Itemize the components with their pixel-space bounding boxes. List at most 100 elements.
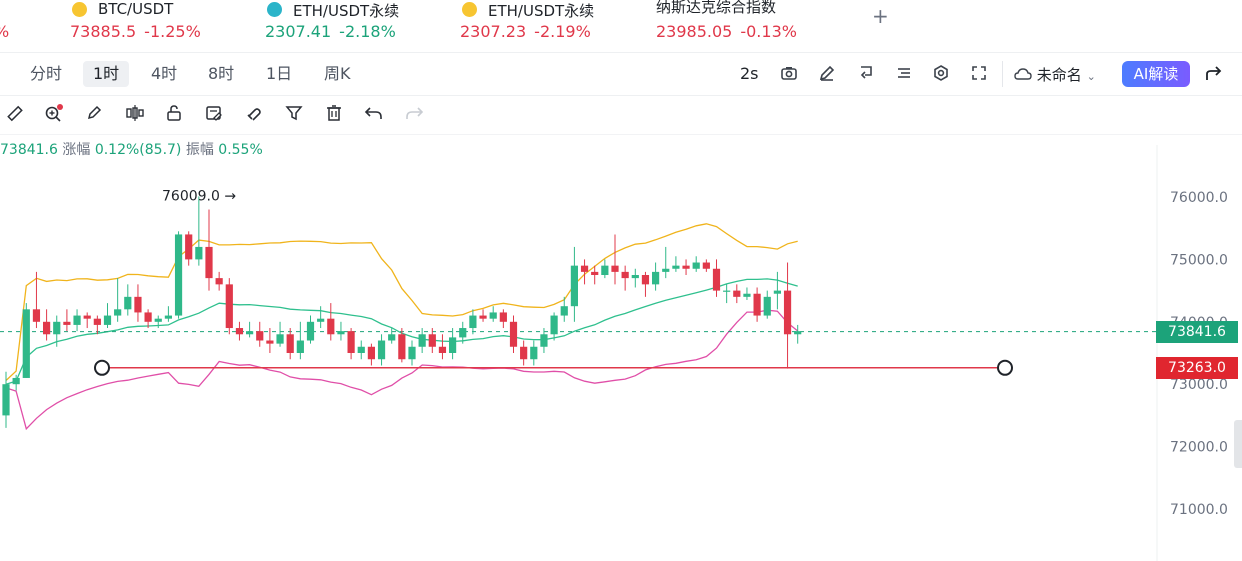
line-endpoint-handle — [94, 359, 110, 376]
candle-body — [611, 265, 619, 272]
candle-body — [591, 271, 599, 275]
candle-body — [53, 321, 61, 335]
candle-body — [195, 246, 203, 260]
candle-body — [520, 346, 528, 360]
candle-style-icon[interactable] — [124, 104, 146, 126]
candle-body — [479, 315, 487, 319]
ticker-change: -2.19% — [534, 22, 591, 41]
candle-body — [185, 234, 193, 260]
scroll-handle[interactable] — [1234, 420, 1242, 468]
candle-body — [296, 340, 304, 353]
brush-icon[interactable] — [83, 104, 105, 126]
candle-body — [621, 271, 629, 279]
ticker-item-eth-perp[interactable]: ETH/USDT永续 2307.41 -2.18% — [265, 0, 435, 50]
ticker-price: 73885.5 — [70, 22, 137, 41]
candle-body — [266, 340, 274, 344]
candle-body — [530, 346, 538, 360]
candle-body — [174, 234, 183, 316]
lock-icon[interactable] — [163, 104, 185, 126]
candle-body — [550, 315, 558, 335]
candle-body — [12, 377, 20, 385]
candle-body — [398, 334, 406, 360]
eth-coin-icon — [462, 2, 477, 17]
edit-icon[interactable] — [817, 64, 837, 84]
ticker-name: ETH/USDT永续 — [293, 2, 400, 20]
candle-body — [347, 331, 355, 353]
candle-body — [276, 334, 284, 344]
candle-body — [225, 284, 233, 329]
undo-icon[interactable] — [363, 104, 385, 126]
last-price: 73841.6 — [0, 142, 58, 158]
candle-body — [164, 315, 172, 319]
candle-body — [499, 312, 507, 322]
y-tick-label: 72000.0 — [1170, 440, 1228, 456]
ticker-item-btc[interactable]: BTC/USDT 73885.5 -1.25% — [70, 0, 230, 50]
magnet-icon[interactable] — [243, 104, 265, 126]
candle-body — [794, 331, 802, 335]
candle-body — [32, 309, 41, 322]
tab-timeframe-8h[interactable]: 8时 — [208, 64, 235, 83]
zoom-icon[interactable] — [43, 104, 65, 126]
drawing-toolbar — [0, 96, 1242, 135]
candle-body — [215, 278, 223, 285]
settings-icon[interactable] — [931, 64, 951, 84]
eth-coin-icon — [267, 2, 282, 17]
candle-body — [743, 293, 751, 297]
candle-body — [43, 321, 51, 335]
refresh-interval[interactable]: 2s — [740, 64, 759, 83]
candle-body — [134, 296, 142, 313]
trash-icon[interactable] — [323, 104, 345, 126]
replay-icon[interactable] — [856, 64, 876, 84]
ticker-change: -2.18% — [339, 22, 396, 41]
candlestick-chart[interactable]: 76000.075000.074000.073000.072000.071000… — [0, 145, 1242, 561]
tab-timeframe-4h[interactable]: 4时 — [151, 64, 178, 83]
candle-body — [702, 262, 710, 269]
candle-body — [459, 328, 467, 338]
candle-body — [246, 331, 254, 335]
y-tick-label: 73000.0 — [1170, 377, 1228, 393]
tab-timeframe-week[interactable]: 周K — [324, 64, 351, 83]
ticker-change: % — [0, 22, 9, 41]
amplitude-label: 振幅 — [185, 142, 214, 158]
ticker-item-eth-perp-2[interactable]: ETH/USDT永续 2307.23 -2.19% — [460, 0, 630, 50]
ai-interpret-button[interactable]: AI解读 — [1122, 61, 1190, 87]
candle-body — [672, 265, 680, 269]
share-icon[interactable] — [1204, 64, 1224, 84]
upper-band-line — [5, 223, 798, 381]
ticker-name: ETH/USDT永续 — [488, 2, 595, 20]
candle-body — [286, 334, 294, 353]
candle-body — [114, 309, 122, 316]
toolbar-divider — [1002, 61, 1003, 87]
candle-body — [682, 265, 690, 269]
template-selector[interactable]: 未命名 ⌄ — [1014, 64, 1096, 84]
high-price-annotation: 76009.0 → — [162, 188, 236, 204]
candle-body — [489, 312, 497, 319]
note-icon[interactable] — [203, 104, 225, 126]
ticker-change: -0.13% — [740, 22, 797, 41]
ticker-item-nasdaq[interactable]: 纳斯达克综合指数 23985.05 -0.13% — [656, 0, 836, 50]
timeframe-bar: 分时 1时 4时 8时 1日 周K 2s 未命名 ⌄ AI解读 — [0, 53, 1242, 96]
candle-body — [357, 346, 365, 353]
candle-body — [306, 321, 315, 341]
candle-body — [408, 346, 416, 360]
ticker-name: BTC/USDT — [98, 0, 174, 18]
tab-timeframe-1d[interactable]: 1日 — [266, 64, 293, 83]
candle-body — [73, 315, 81, 325]
candle-body — [256, 331, 264, 341]
add-ticker-icon[interactable]: + — [872, 4, 889, 28]
cloud-icon — [1014, 68, 1032, 80]
tab-timeframe-1h[interactable]: 1时 — [83, 61, 130, 87]
indicator-list-icon[interactable] — [894, 64, 914, 84]
candle-body — [327, 318, 335, 335]
ruler-icon[interactable] — [4, 104, 26, 126]
filter-icon[interactable] — [283, 104, 305, 126]
candle-body — [22, 309, 30, 378]
candle-body — [631, 275, 639, 279]
change-value: 0.12%(85.7) — [94, 142, 182, 158]
tab-timeframe-fenshi[interactable]: 分时 — [30, 64, 63, 83]
fullscreen-icon[interactable] — [969, 64, 989, 84]
template-name: 未命名 — [1036, 66, 1082, 84]
camera-icon[interactable] — [779, 64, 799, 84]
candle-body — [428, 334, 436, 347]
candle-body — [205, 246, 213, 279]
